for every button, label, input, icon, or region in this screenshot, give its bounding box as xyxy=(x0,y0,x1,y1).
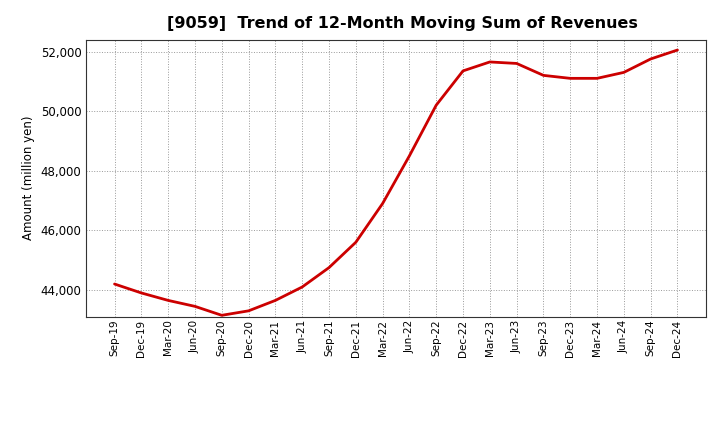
Y-axis label: Amount (million yen): Amount (million yen) xyxy=(22,116,35,240)
Text: [9059]  Trend of 12-Month Moving Sum of Revenues: [9059] Trend of 12-Month Moving Sum of R… xyxy=(167,16,638,32)
